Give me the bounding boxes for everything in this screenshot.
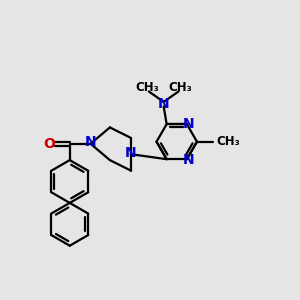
Text: N: N xyxy=(158,97,170,111)
Text: N: N xyxy=(182,117,194,130)
Text: N: N xyxy=(85,135,96,149)
Text: CH₃: CH₃ xyxy=(217,135,241,148)
Text: O: O xyxy=(44,137,56,151)
Text: N: N xyxy=(125,146,136,160)
Text: N: N xyxy=(182,153,194,167)
Text: CH₃: CH₃ xyxy=(168,81,192,94)
Text: CH₃: CH₃ xyxy=(136,81,159,94)
